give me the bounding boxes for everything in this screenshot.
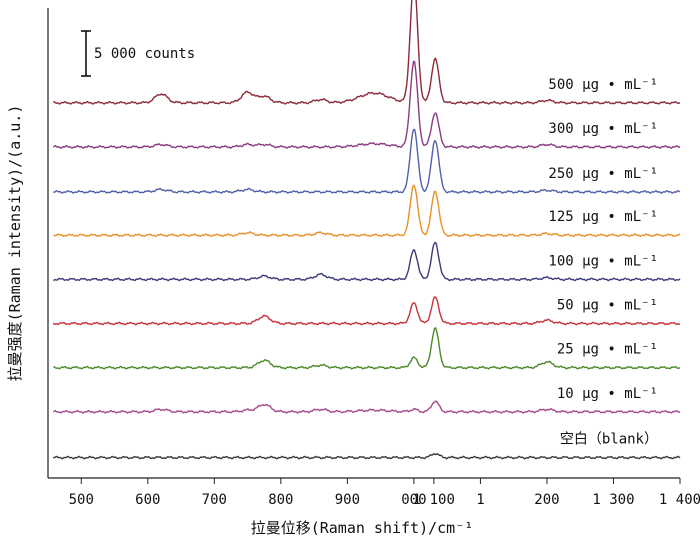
spectrum-line	[53, 327, 681, 370]
spectrum-line	[53, 453, 681, 460]
x-tick-label: 900	[335, 492, 360, 508]
x-ticks	[80, 478, 681, 484]
series-label: 250 μg • mL⁻¹	[548, 166, 658, 182]
x-tick-label: 1 100	[413, 492, 455, 508]
x-tick-label: 000	[401, 492, 426, 508]
series-label: 100 μg • mL⁻¹	[548, 253, 658, 269]
spectrum-line	[53, 241, 681, 282]
x-tick-label: 800	[268, 492, 293, 508]
x-tick-label: 1 400	[659, 492, 700, 508]
x-tick-label: 600	[135, 492, 160, 508]
axes	[47, 8, 680, 479]
series-label: 500 μg • mL⁻¹	[548, 77, 658, 93]
series-label: 25 μg • mL⁻¹	[557, 342, 658, 358]
x-tick-label: 1 300	[592, 492, 634, 508]
spectrum-line	[52, 400, 681, 414]
x-tick-label: 700	[202, 492, 227, 508]
series-label: 300 μg • mL⁻¹	[548, 121, 658, 137]
series-label: 125 μg • mL⁻¹	[548, 209, 658, 225]
scale-bar: 5 000 counts	[81, 30, 195, 77]
series-label: 空白（blank）	[560, 432, 658, 448]
spectra-traces	[52, 0, 681, 460]
series-labels: 空白（blank） 10 μg • mL⁻¹ 25 μg • mL⁻¹ 50 μg •…	[548, 77, 658, 448]
scale-bar-label: 5 000 counts	[94, 46, 195, 62]
spectrum-line	[52, 60, 681, 149]
spectrum-line	[52, 296, 681, 326]
series-label: 10 μg • mL⁻¹	[557, 386, 658, 402]
x-axis-title: 拉曼位移(Raman shift)/cm⁻¹	[251, 519, 474, 537]
x-tick-label: 200	[534, 492, 559, 508]
spectrum-line	[53, 184, 681, 238]
x-tick-label: 1	[476, 492, 484, 508]
y-axis-title: 拉曼强度(Raman intensity)/(a.u.)	[6, 105, 24, 382]
spectrum-line	[53, 0, 681, 105]
x-tick-label: 500	[69, 492, 94, 508]
spectrum-line	[53, 128, 681, 194]
series-label: 50 μg • mL⁻¹	[557, 298, 658, 314]
